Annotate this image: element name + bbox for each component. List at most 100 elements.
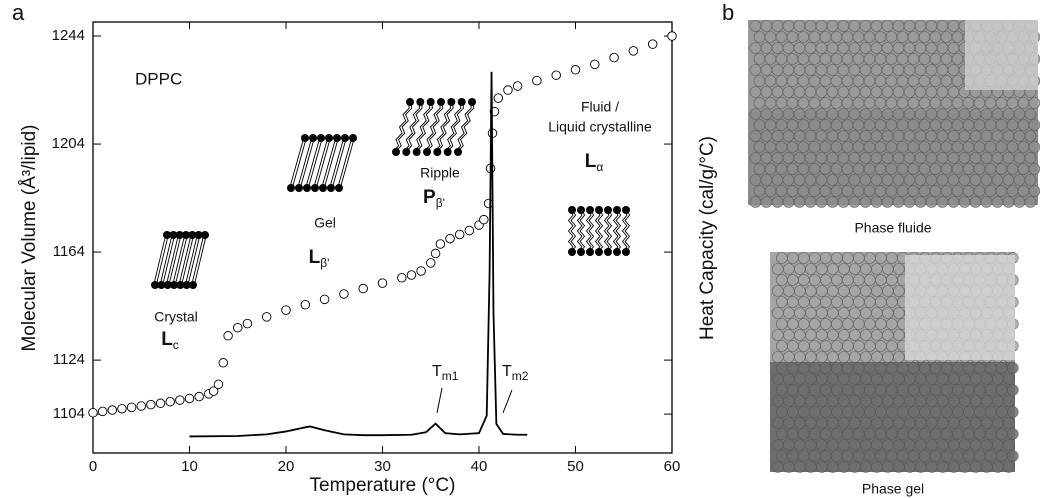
atom [874, 31, 887, 43]
atom [914, 108, 927, 120]
atom [827, 307, 839, 319]
atom [764, 119, 777, 131]
atom [805, 263, 817, 275]
atom [1024, 196, 1037, 208]
atom [831, 340, 843, 352]
atom [775, 163, 788, 175]
atom [919, 406, 931, 418]
atom [760, 108, 773, 120]
atom [841, 31, 854, 43]
atom [941, 450, 953, 462]
atom [793, 86, 806, 98]
atom [816, 263, 828, 275]
lipid-tail [405, 101, 423, 153]
atom [892, 20, 905, 32]
atom [853, 406, 865, 418]
atom [929, 163, 942, 175]
phase-symbol: Lβ' [309, 247, 330, 270]
atom [1017, 185, 1030, 197]
atom [952, 384, 964, 396]
atom [918, 119, 931, 131]
atom [838, 307, 850, 319]
lipid-tail [181, 234, 195, 286]
atom [870, 108, 883, 120]
y-axis-label: Molecular Volume (Å³/lipid) [19, 124, 40, 351]
atom [914, 174, 927, 186]
atom [809, 384, 821, 396]
atom [893, 461, 905, 473]
atom [992, 417, 1004, 429]
atom [881, 20, 894, 32]
atom [882, 329, 894, 341]
atom [837, 174, 850, 186]
atom [1013, 196, 1026, 208]
atom [860, 417, 872, 429]
atom [760, 174, 773, 186]
lipid-tail [402, 101, 420, 153]
lipid-tail [331, 137, 347, 189]
lipid-tail [597, 209, 604, 253]
atom [915, 417, 927, 429]
atom [985, 406, 997, 418]
atom [860, 439, 872, 451]
lipid-tail [323, 137, 339, 189]
atom [827, 263, 839, 275]
atom [841, 119, 854, 131]
lipid-head [586, 248, 594, 256]
atom [881, 108, 894, 120]
atom [852, 97, 865, 109]
x-tick-label: 50 [567, 458, 584, 475]
atom [787, 318, 799, 330]
lipid-head [151, 281, 159, 289]
lipid-head [188, 231, 197, 239]
atom [969, 130, 982, 142]
atom [783, 395, 795, 407]
atom [804, 196, 817, 208]
atom [936, 130, 949, 142]
atom [863, 119, 876, 131]
atom [849, 285, 861, 297]
atom [973, 141, 986, 153]
atom [871, 461, 883, 473]
atom [771, 108, 784, 120]
atom [937, 373, 949, 385]
phase-symbol-main: L [309, 247, 321, 268]
atom [842, 406, 854, 418]
atom [849, 461, 861, 473]
atom [826, 130, 839, 142]
atom [842, 450, 854, 462]
atom [936, 174, 949, 186]
atom [886, 450, 898, 462]
transition-label: Tm2 [502, 363, 529, 383]
lipid-tail [423, 101, 441, 153]
atom [797, 53, 810, 65]
data-point [430, 248, 441, 259]
atom [798, 362, 810, 374]
atom [863, 163, 876, 175]
lipid-tail [178, 234, 192, 286]
atom [838, 329, 850, 341]
atom [852, 119, 865, 131]
atom [969, 174, 982, 186]
atom [897, 406, 909, 418]
atom [1007, 428, 1019, 440]
atom [882, 285, 894, 297]
atom [805, 373, 817, 385]
data-point [126, 402, 137, 413]
atom [947, 20, 960, 32]
annotation: Gel [314, 215, 336, 231]
atom [947, 196, 960, 208]
x-tick-label: 10 [181, 458, 198, 475]
atom [936, 20, 949, 32]
atom [903, 108, 916, 120]
atom [782, 130, 795, 142]
lipid-head [182, 231, 190, 239]
lipid-tail [606, 209, 613, 253]
data-point [261, 312, 272, 322]
atom [852, 163, 865, 175]
atom [907, 31, 920, 43]
atom [984, 119, 997, 131]
atom [837, 64, 850, 76]
atom [805, 329, 817, 341]
atom [951, 31, 964, 43]
